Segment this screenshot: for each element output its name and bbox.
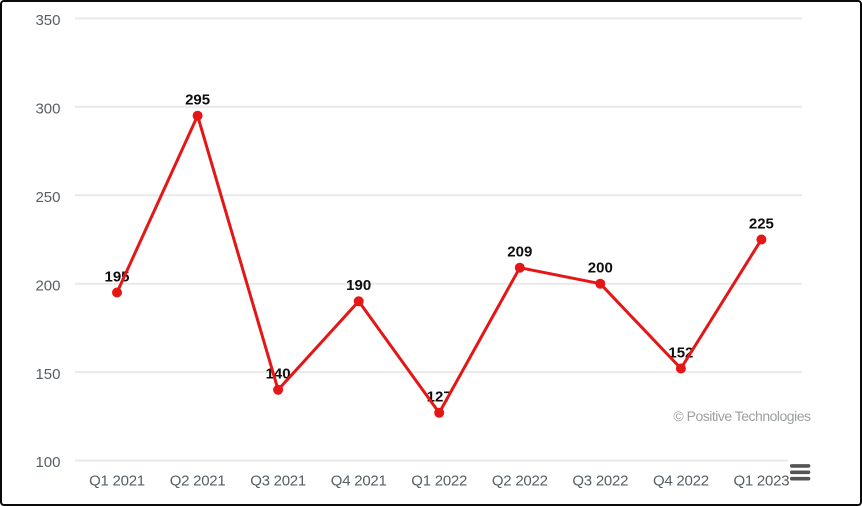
svg-text:209: 209	[507, 244, 532, 261]
svg-text:Q2 2022: Q2 2022	[492, 473, 548, 490]
svg-text:350: 350	[35, 12, 60, 29]
svg-text:Q1 2022: Q1 2022	[411, 473, 467, 490]
svg-text:© Positive Technologies: © Positive Technologies	[673, 408, 811, 424]
svg-text:300: 300	[35, 101, 60, 118]
svg-text:Q4 2022: Q4 2022	[653, 473, 709, 490]
svg-text:Q3 2021: Q3 2021	[250, 473, 306, 490]
svg-text:200: 200	[588, 260, 613, 277]
svg-text:250: 250	[35, 189, 60, 206]
svg-text:190: 190	[346, 277, 371, 294]
svg-text:100: 100	[35, 454, 60, 471]
svg-text:Q1 2021: Q1 2021	[89, 473, 145, 490]
svg-text:Q4 2021: Q4 2021	[331, 473, 387, 490]
svg-text:150: 150	[35, 366, 60, 383]
svg-text:295: 295	[185, 92, 210, 109]
svg-text:200: 200	[35, 277, 60, 294]
svg-text:Q2 2021: Q2 2021	[170, 473, 226, 490]
svg-text:225: 225	[749, 215, 774, 232]
svg-text:Q1 2023: Q1 2023	[734, 473, 790, 490]
svg-text:Q3 2022: Q3 2022	[572, 473, 628, 490]
